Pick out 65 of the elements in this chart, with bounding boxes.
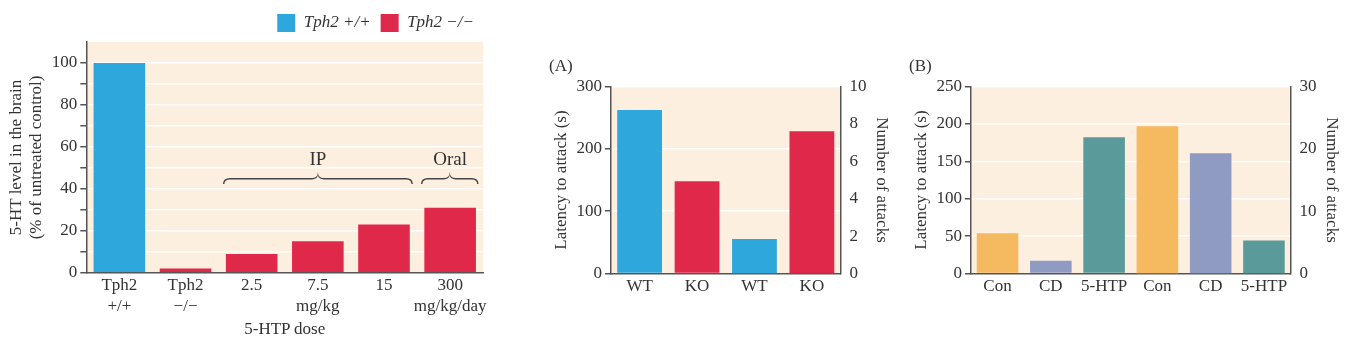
y-tick-label: 200 bbox=[936, 113, 962, 133]
x-tick-label: KO bbox=[799, 276, 825, 296]
bar bbox=[1030, 260, 1072, 273]
x-tick-label: KO bbox=[684, 276, 710, 296]
bar bbox=[1083, 137, 1125, 273]
x-tick-label: Tph2 +/+ bbox=[101, 275, 138, 315]
y-tick-label: 50 bbox=[944, 225, 962, 245]
bar bbox=[1189, 153, 1232, 274]
x-tick-label: 2.5 bbox=[241, 275, 263, 295]
chart-title: (A) bbox=[549, 55, 573, 75]
y-axis-title: 5-HT level in the brain (% of untreated control) bbox=[5, 75, 46, 240]
bar bbox=[976, 233, 1019, 273]
bar bbox=[1243, 240, 1285, 274]
annotation: Oral bbox=[433, 147, 468, 169]
y-tick-label: 40 bbox=[60, 178, 78, 198]
annotation: IP bbox=[309, 147, 327, 169]
y-axis-title: Latency to attack (s) bbox=[550, 110, 570, 250]
y-tick-label: 60 bbox=[60, 136, 78, 156]
y2-tick-label: 30 bbox=[1299, 75, 1317, 95]
legend-label: Tph2 +/+ bbox=[303, 12, 371, 32]
y-tick-label: 80 bbox=[60, 94, 78, 114]
x-tick-label: CD bbox=[1039, 276, 1063, 296]
y-tick-label: 100 bbox=[936, 188, 962, 208]
y-tick-label: 0 bbox=[68, 262, 78, 282]
y2-tick-label: 2 bbox=[849, 225, 859, 245]
y-tick-label: 300 bbox=[576, 75, 602, 95]
x-tick-label: 5-HTP bbox=[1240, 276, 1288, 296]
bar bbox=[424, 207, 476, 273]
y-tick-label: 150 bbox=[936, 150, 962, 170]
x-tick-label: CD bbox=[1198, 276, 1223, 296]
y-axis-title: Latency to attack (s) bbox=[910, 110, 930, 250]
x-tick-label: WT bbox=[741, 276, 769, 296]
y-tick-label: 100 bbox=[51, 52, 78, 72]
x-tick-label: Con bbox=[1143, 276, 1173, 296]
y-tick-label: 100 bbox=[576, 200, 602, 220]
y-tick-label: 0 bbox=[593, 263, 602, 283]
x-tick-label: WT bbox=[626, 276, 654, 296]
x-tick-label: 5-HTP bbox=[1080, 276, 1128, 296]
bar bbox=[1136, 126, 1179, 274]
bar bbox=[225, 253, 278, 273]
y2-tick-label: 10 bbox=[1299, 200, 1317, 220]
bar bbox=[93, 62, 146, 273]
y2-tick-label: 10 bbox=[849, 75, 867, 95]
y2-tick-label: 0 bbox=[849, 263, 859, 283]
x-tick-label: Con bbox=[983, 276, 1013, 296]
y2-tick-label: 8 bbox=[849, 113, 859, 133]
x-tick-label: Tph2 −/− bbox=[167, 275, 204, 315]
bar bbox=[292, 241, 344, 273]
x-tick-label: 7.5 mg/kg bbox=[296, 275, 341, 315]
legend-label: Tph2 −/− bbox=[407, 12, 474, 32]
y2-tick-label: 6 bbox=[849, 150, 859, 170]
x-axis-title: 5-HTP dose bbox=[244, 319, 326, 339]
y-tick-label: 20 bbox=[60, 220, 78, 240]
y-tick-label: 250 bbox=[936, 75, 962, 95]
y-tick-label: 200 bbox=[576, 138, 602, 158]
bar bbox=[358, 224, 410, 273]
x-tick-label: 15 bbox=[375, 275, 393, 295]
y-tick-label: 0 bbox=[953, 263, 962, 283]
y2-tick-label: 4 bbox=[849, 188, 859, 208]
y2-axis-title: Number of attacks bbox=[873, 117, 893, 243]
y2-tick-label: 0 bbox=[1299, 263, 1309, 283]
y2-axis-title: Number of attacks bbox=[1323, 117, 1343, 243]
x-tick-label: 300 mg/kg/day bbox=[413, 275, 487, 315]
chart-title: (B) bbox=[909, 55, 932, 75]
y2-tick-label: 20 bbox=[1299, 138, 1317, 158]
